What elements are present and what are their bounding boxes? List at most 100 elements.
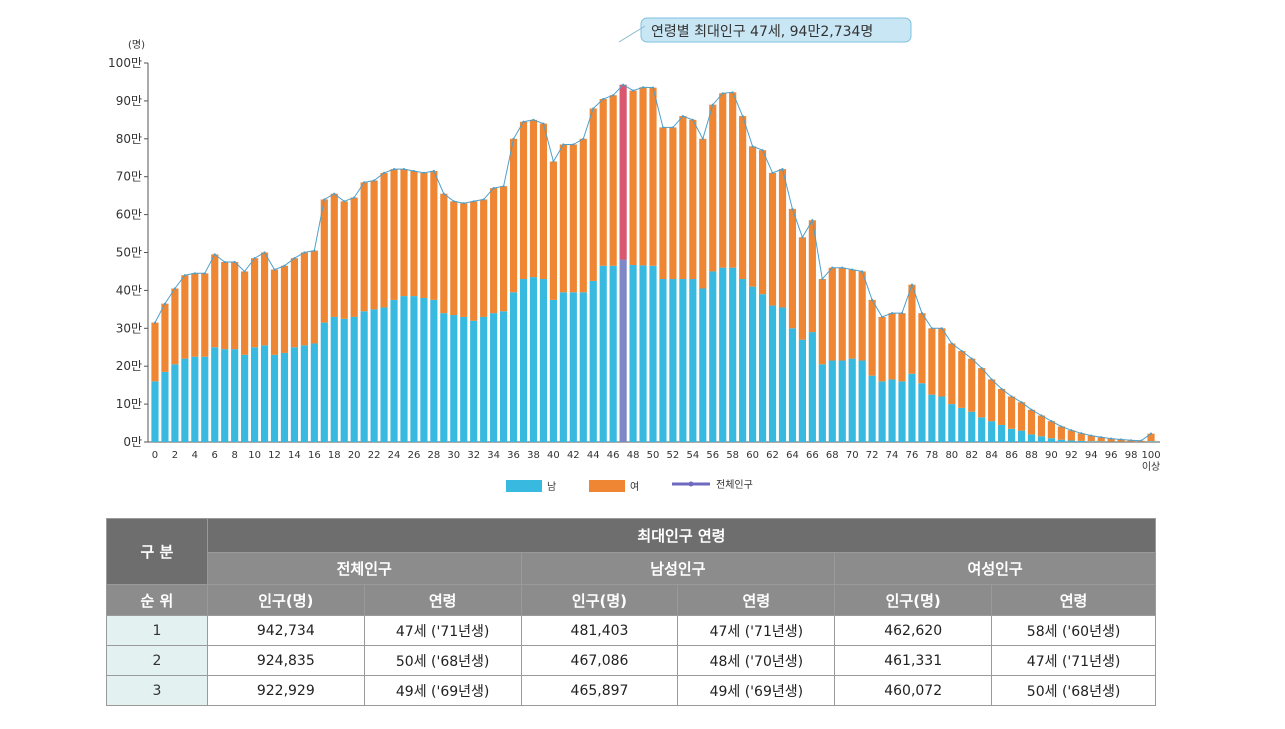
total-point: [651, 86, 655, 89]
bar-female: [958, 351, 966, 408]
bar-male: [758, 294, 767, 442]
bar-female: [1007, 396, 1016, 429]
bar-male: [1097, 441, 1105, 442]
total-point: [283, 264, 286, 267]
bar-male: [928, 394, 936, 442]
total-point: [711, 103, 714, 106]
table-row: 3 922,929 49세 ('69년생) 465,897 49세 ('69년생…: [106, 675, 1156, 706]
bar-male: [679, 279, 687, 442]
y-tick-label: 50만: [116, 246, 142, 260]
legend-swatch-male: [506, 480, 542, 492]
bar-male: [300, 345, 308, 442]
total-point: [701, 137, 704, 140]
bar-female: [380, 172, 388, 308]
x-tick-label: 60: [746, 450, 759, 461]
bar-female: [490, 188, 498, 314]
bar-female: [1027, 409, 1036, 435]
bar-female: [948, 343, 956, 405]
total-point: [871, 298, 874, 301]
total-point: [532, 118, 535, 121]
total-point: [263, 251, 266, 254]
bar-male: [519, 279, 528, 442]
bar-female: [898, 313, 906, 382]
x-tick-label: 48: [627, 450, 640, 461]
bar-female: [221, 261, 229, 350]
total-point: [1000, 387, 1003, 391]
bar-female: [1147, 433, 1155, 442]
bar-female: [370, 180, 378, 310]
bar-male: [400, 296, 408, 442]
x-tick-label-suffix: 이상: [1142, 461, 1160, 473]
bar-male: [559, 292, 567, 442]
x-tick-label: 62: [766, 450, 779, 461]
bar-male: [719, 267, 727, 442]
x-tick-label: 46: [607, 450, 620, 461]
bar-male: [310, 343, 318, 442]
total-point: [203, 272, 206, 275]
female-pop-cell: 462,620: [834, 615, 993, 646]
total-point: [1110, 437, 1113, 440]
bar-male: [509, 292, 518, 442]
bar-male: [808, 332, 816, 442]
total-point: [462, 202, 465, 205]
x-tick-label: 92: [1065, 450, 1078, 461]
bar-female: [559, 144, 567, 293]
bar-female: [848, 269, 856, 359]
x-tick-label: 40: [547, 450, 560, 461]
bar-female: [420, 172, 428, 298]
total-point: [920, 312, 924, 315]
total-point: [851, 268, 854, 271]
bar-female: [669, 127, 677, 280]
total-point: [482, 198, 485, 201]
bar-male: [171, 364, 179, 442]
total-point: [831, 266, 834, 269]
total-point: [1020, 401, 1023, 404]
bar-female: [151, 322, 159, 382]
bar-female: [639, 87, 647, 266]
bar-male: [549, 299, 557, 442]
bar-female: [978, 368, 986, 418]
total-point: [233, 260, 236, 264]
y-tick-label: 20만: [116, 359, 142, 373]
x-tick-label: 24: [388, 450, 401, 461]
bar-male: [340, 318, 348, 442]
bar-male: [998, 424, 1006, 442]
y-tick-label: 30만: [116, 321, 142, 335]
bar-male: [828, 360, 836, 442]
bar-male: [878, 381, 886, 442]
x-tick-label: 94: [1085, 450, 1098, 461]
bar-female: [450, 201, 458, 316]
bar-male: [280, 352, 289, 442]
bar-female: [699, 138, 707, 289]
y-tick-label: 80만: [116, 132, 142, 146]
x-tick-label: 4: [192, 450, 198, 461]
total-point: [861, 270, 864, 273]
bar-male: [161, 371, 169, 442]
bar-male: [450, 315, 458, 442]
total-point: [452, 200, 455, 203]
x-tick-label: 44: [587, 450, 600, 461]
total-point: [363, 181, 366, 184]
total-point: [442, 192, 445, 195]
legend-label-male: 남: [547, 481, 556, 493]
bar-female: [938, 328, 946, 397]
total-point: [841, 266, 844, 269]
y-tick-label: 0만: [123, 435, 142, 449]
x-tick-label: 90: [1045, 450, 1058, 461]
bar-male: [898, 381, 906, 442]
y-tick-label: 40만: [116, 283, 142, 297]
bar-male: [460, 316, 468, 442]
total-point: [193, 272, 196, 275]
bar-male: [1017, 430, 1026, 442]
x-tick-label: 72: [866, 450, 879, 461]
total-point: [1030, 408, 1033, 411]
total-point: [612, 94, 615, 97]
bar-female: [320, 199, 328, 323]
total-point: [910, 283, 914, 286]
total-point: [173, 287, 177, 290]
bar-male: [649, 265, 657, 442]
bar-male: [480, 316, 488, 442]
x-tick-label: 16: [308, 450, 321, 461]
table-row: 2 924,835 50세 ('68년생) 467,086 48세 ('70년생…: [106, 645, 1156, 676]
x-tick-label: 26: [408, 450, 421, 461]
